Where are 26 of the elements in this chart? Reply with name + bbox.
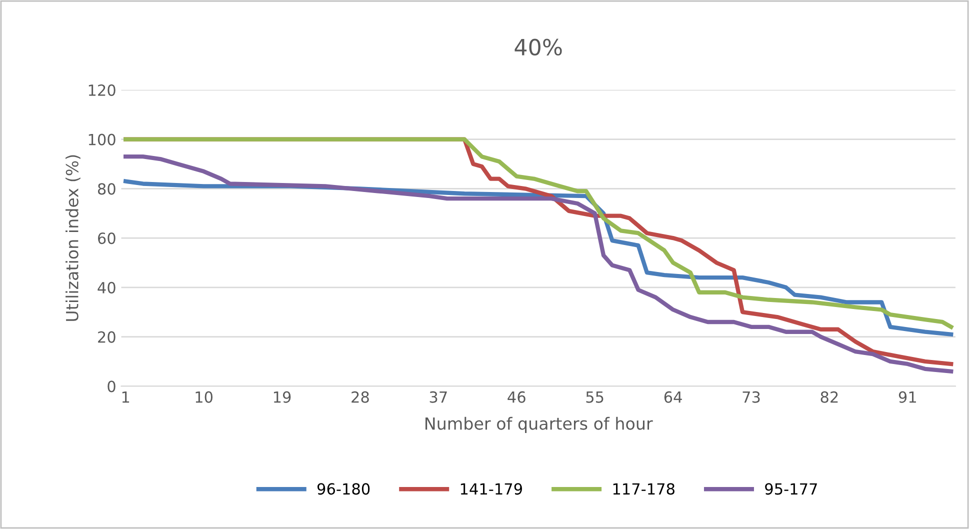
y-tick-label: 0 — [108, 380, 116, 392]
x-tick-label: 10 — [196, 391, 213, 403]
legend-label: 96-180 — [317, 483, 370, 495]
x-tick-label: 46 — [508, 391, 526, 403]
y-tick-label: 120 — [88, 84, 116, 96]
y-tick-label: 100 — [88, 134, 116, 146]
x-tick-label: 28 — [352, 391, 369, 403]
y-tick-label: 20 — [98, 331, 116, 343]
x-tick-label: 91 — [898, 391, 916, 403]
x-tick-label: 1 — [122, 392, 130, 403]
x-tick-label: 55 — [586, 392, 604, 403]
x-tick-label: 64 — [664, 391, 682, 403]
y-tick-label: 40 — [98, 282, 116, 294]
chart-title: 40% — [514, 38, 562, 56]
legend-label: 117-178 — [613, 483, 674, 495]
x-tick-label: 37 — [430, 391, 447, 403]
x-tick-label: 19 — [274, 391, 291, 403]
x-axis-title: Number of quarters of hour — [425, 416, 653, 434]
legend-label: 141-179 — [460, 483, 522, 495]
y-axis-title: Utilization index (%) — [66, 155, 80, 321]
line-series — [124, 137, 954, 330]
x-tick-label: 82 — [820, 391, 838, 403]
x-tick-label: 73 — [742, 391, 760, 403]
y-tick-label: 60 — [98, 232, 116, 244]
y-tick-label: 80 — [98, 183, 116, 195]
legend-label: 95-177 — [765, 483, 817, 495]
